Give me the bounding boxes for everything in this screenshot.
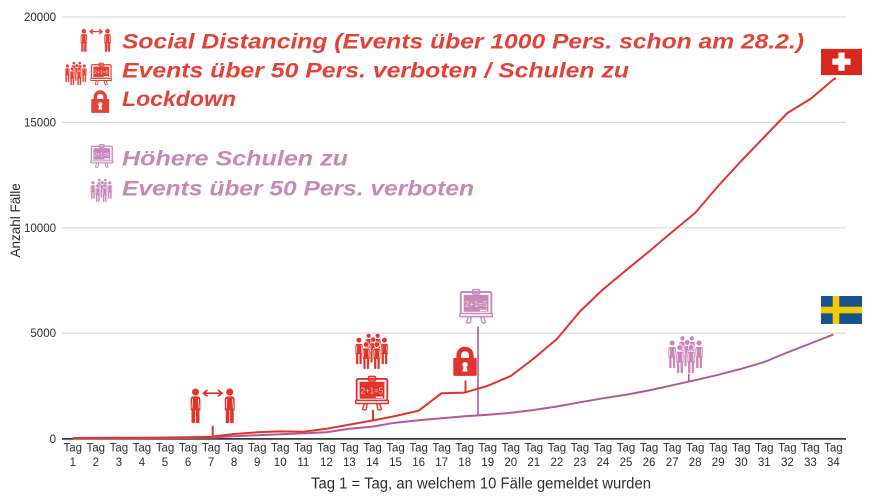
svg-text:Tag: Tag [432,443,451,455]
svg-text:29: 29 [712,457,725,469]
svg-text:Tag: Tag [294,443,313,455]
svg-text:Tag: Tag [548,443,567,455]
svg-text:20000: 20000 [24,12,56,24]
svg-text:Tag: Tag [502,443,521,455]
svg-text:7: 7 [208,457,214,469]
svg-text:5: 5 [162,457,168,469]
svg-text:8: 8 [231,457,237,469]
svg-text:Tag: Tag [248,443,267,455]
svg-text:26: 26 [643,457,656,469]
svg-text:10: 10 [274,457,287,469]
svg-text:Tag: Tag [179,443,198,455]
svg-text:6: 6 [185,457,191,469]
svg-text:Tag: Tag [363,443,382,455]
svg-text:18: 18 [458,457,471,469]
svg-text:Tag: Tag [340,443,359,455]
svg-text:31: 31 [758,457,771,469]
svg-text:Tag: Tag [271,443,290,455]
svg-text:15: 15 [389,457,402,469]
svg-text:17: 17 [435,457,448,469]
svg-text:5000: 5000 [30,328,56,340]
svg-text:16: 16 [412,457,425,469]
svg-text:Höhere Schulen zu: Höhere Schulen zu [122,147,348,171]
svg-text:Tag: Tag [110,443,129,455]
svg-text:30: 30 [735,457,748,469]
svg-text:Tag: Tag [87,443,106,455]
svg-text:3: 3 [116,457,122,469]
svg-text:19: 19 [481,457,494,469]
svg-text:Tag: Tag [64,443,83,455]
svg-text:32: 32 [781,457,794,469]
svg-text:9: 9 [254,457,260,469]
svg-text:Tag: Tag [594,443,613,455]
svg-text:4: 4 [139,457,146,469]
svg-text:Social Distancing (Events über: Social Distancing (Events über 1000 Pers… [122,30,804,54]
svg-text:24: 24 [597,457,610,469]
svg-text:23: 23 [574,457,587,469]
svg-text:22: 22 [551,457,564,469]
svg-text:Events über 50 Pers. verboten: Events über 50 Pers. verboten / Schulen … [122,58,629,82]
svg-text:25: 25 [620,457,633,469]
svg-text:Tag: Tag [801,443,820,455]
svg-text:Tag: Tag [686,443,705,455]
svg-text:Tag: Tag [133,443,152,455]
svg-text:Tag: Tag [617,443,636,455]
svg-text:33: 33 [804,457,817,469]
svg-text:Tag: Tag [640,443,659,455]
svg-text:Tag 1 = Tag, an welchem 10 Fäl: Tag 1 = Tag, an welchem 10 Fälle gemelde… [311,476,651,493]
svg-text:Events über 50 Pers. verboten: Events über 50 Pers. verboten [122,176,474,200]
svg-text:Tag: Tag [663,443,682,455]
svg-text:12: 12 [320,457,333,469]
svg-text:Tag: Tag [386,443,405,455]
svg-text:Tag: Tag [778,443,797,455]
svg-text:Anzahl Fälle: Anzahl Fälle [8,183,23,257]
svg-text:20: 20 [504,457,517,469]
svg-text:Tag: Tag [732,443,751,455]
svg-text:Tag: Tag [409,443,428,455]
svg-text:Tag: Tag [709,443,728,455]
svg-text:28: 28 [689,457,702,469]
svg-text:0: 0 [50,434,56,446]
svg-text:Tag: Tag [317,443,336,455]
svg-text:Tag: Tag [478,443,497,455]
svg-text:Tag: Tag [225,443,244,455]
svg-text:Lockdown: Lockdown [122,87,236,111]
svg-text:21: 21 [527,457,540,469]
svg-text:Tag: Tag [455,443,474,455]
svg-text:27: 27 [666,457,679,469]
svg-text:10000: 10000 [24,223,56,235]
svg-text:Tag: Tag [202,443,221,455]
svg-text:11: 11 [297,457,309,469]
svg-text:Tag: Tag [824,443,843,455]
svg-text:1: 1 [70,457,76,469]
svg-text:Tag: Tag [156,443,175,455]
svg-text:2: 2 [93,457,99,469]
svg-text:14: 14 [366,457,379,469]
svg-text:Tag: Tag [571,443,590,455]
svg-text:Tag: Tag [755,443,774,455]
svg-text:13: 13 [343,457,356,469]
svg-text:34: 34 [827,457,840,469]
svg-text:Tag: Tag [525,443,544,455]
svg-text:15000: 15000 [24,117,56,129]
